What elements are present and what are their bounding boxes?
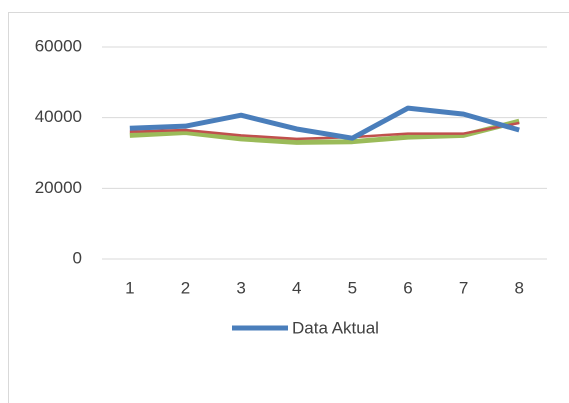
x-tick-label: 3 (236, 278, 245, 297)
series-line (129, 105, 520, 141)
x-tick-label: 7 (459, 278, 468, 297)
y-tick-label: 0 (73, 248, 82, 267)
series-line (129, 121, 520, 141)
x-tick-label: 8 (514, 278, 523, 297)
series-line (129, 118, 520, 145)
legend-label: Data Aktual (292, 318, 379, 337)
x-tick-label: 1 (125, 278, 134, 297)
y-tick-label: 60000 (35, 36, 82, 55)
x-tick-label: 4 (292, 278, 301, 297)
x-tick-label: 5 (348, 278, 357, 297)
x-tick-label: 2 (181, 278, 190, 297)
y-tick-label: 40000 (35, 107, 82, 126)
chart-frame (8, 12, 569, 403)
x-tick-label: 6 (403, 278, 412, 297)
y-tick-label: 20000 (35, 178, 82, 197)
